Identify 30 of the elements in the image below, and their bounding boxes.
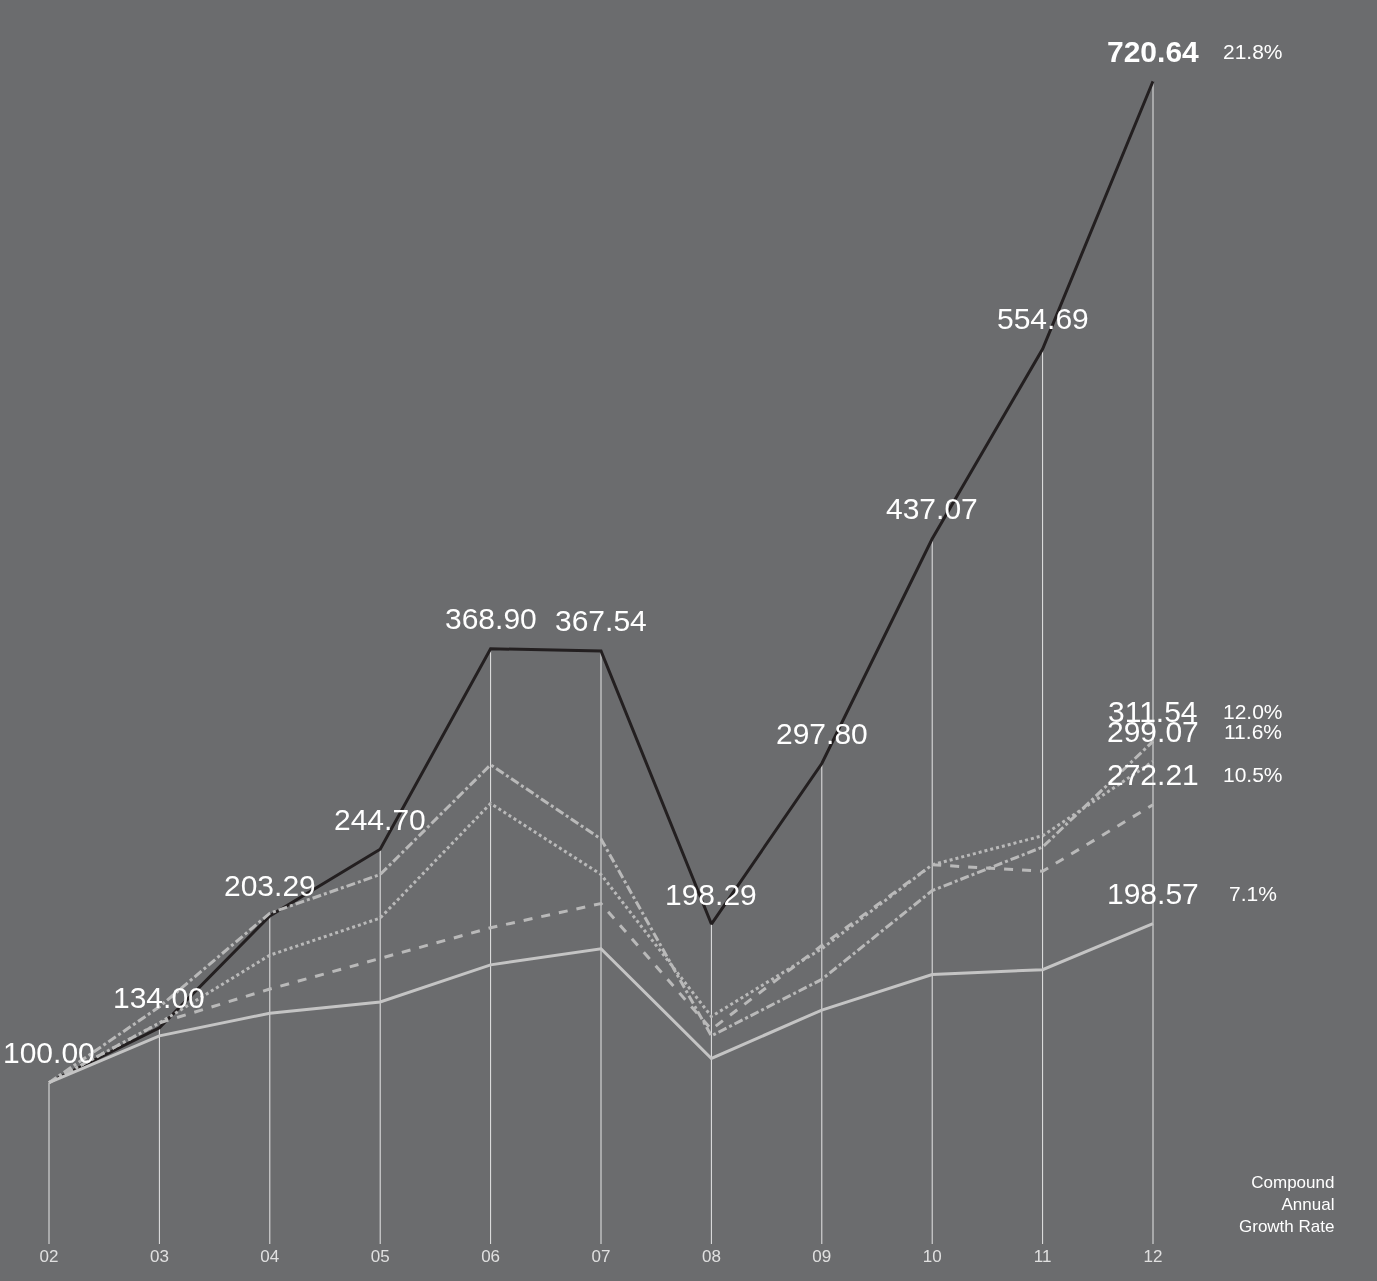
text: 10.5% [1223,763,1283,786]
data-label: 244.70 [334,803,426,836]
text: Compound Annual Growth Rate [1239,1173,1335,1237]
text: 11.6% [1224,720,1282,743]
data-label: 198.29 [665,878,757,911]
text: 21.8% [1223,40,1283,63]
data-label: 100.00 [3,1036,95,1069]
data-label: 368.90 [445,602,537,635]
x-tick-label: 02 [39,1247,59,1266]
data-label: 720.64 [1107,35,1200,68]
data-label: 437.07 [886,492,978,525]
x-tick-label: 09 [812,1247,832,1266]
data-label: 272.21 [1107,758,1199,791]
text: 12.0% [1223,700,1283,723]
x-tick-label: 08 [701,1247,721,1266]
text: 7.1% [1229,882,1277,905]
data-label: 134.00 [113,981,205,1014]
x-tick-label: 04 [260,1247,280,1266]
data-label: 367.54 [555,604,647,637]
x-tick-label: 06 [481,1247,501,1266]
data-label: 203.29 [224,869,316,902]
x-tick-label: 05 [370,1247,390,1266]
x-tick-label: 03 [149,1247,169,1266]
x-tick-label: 10 [922,1247,942,1266]
x-tick-label: 07 [591,1247,611,1266]
x-tick-label: 11 [1033,1247,1052,1266]
data-label: 554.69 [997,302,1089,335]
data-label: 297.80 [776,717,868,750]
data-label: 198.57 [1107,877,1199,910]
x-tick-label: 12 [1143,1247,1163,1266]
